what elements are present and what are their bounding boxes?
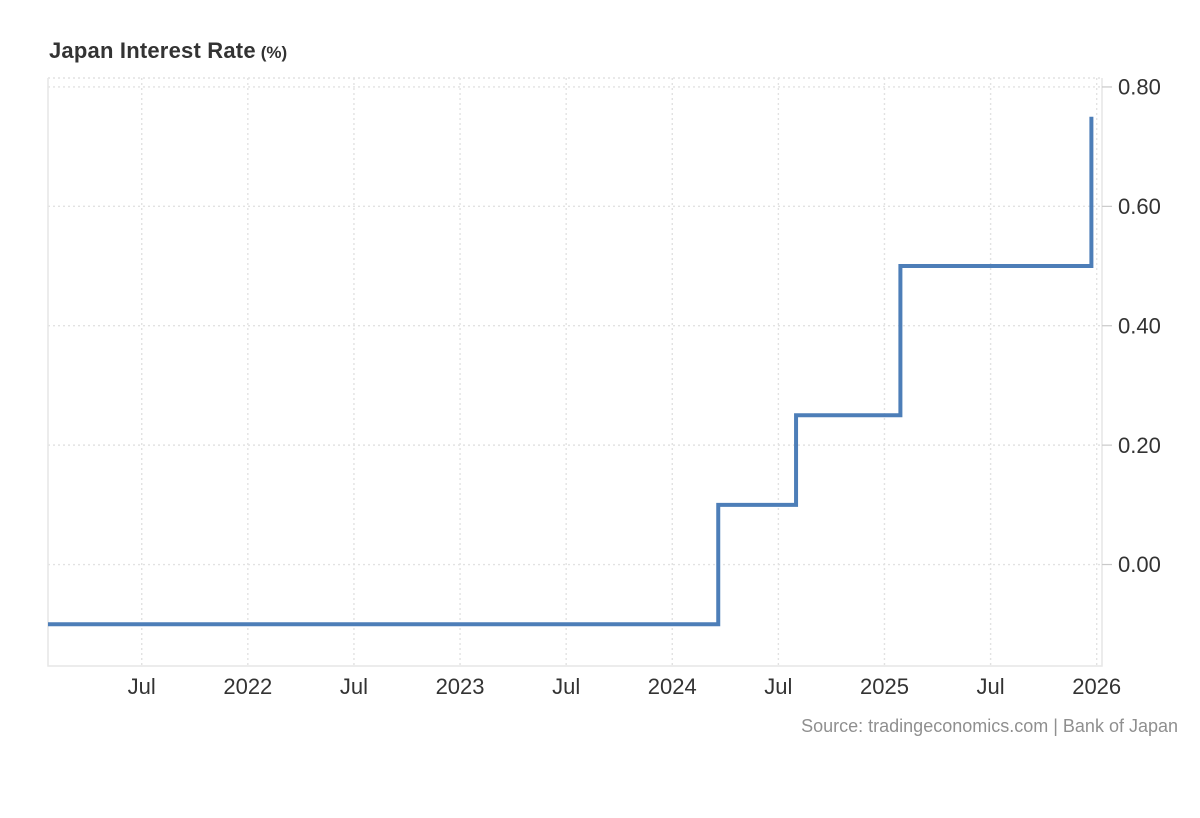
- chart-header: Japan Interest Rate (%): [49, 38, 287, 64]
- rate-step-line[interactable]: [48, 116, 1094, 627]
- x-axis-label: 2022: [223, 674, 272, 699]
- x-axis-label: Jul: [764, 674, 792, 699]
- y-axis-label: 0.00: [1118, 552, 1161, 577]
- x-axis-label: 2026: [1072, 674, 1121, 699]
- x-axis-label: Jul: [340, 674, 368, 699]
- chart-unit-label: (%): [260, 43, 288, 62]
- plot-border: [47, 78, 1103, 667]
- x-axis-label: 2025: [860, 674, 909, 699]
- chart-title: Japan Interest Rate: [49, 38, 256, 63]
- y-axis-label: 0.80: [1118, 75, 1161, 100]
- y-axis-label: 0.20: [1118, 433, 1161, 458]
- x-axis-label: Jul: [977, 674, 1005, 699]
- x-axis-label: 2023: [436, 674, 485, 699]
- source-attribution: Source: tradingeconomics.com | Bank of J…: [801, 716, 1178, 736]
- y-axis-label: 0.60: [1118, 194, 1161, 219]
- x-axis-label: 2024: [648, 674, 697, 699]
- x-axis-label: Jul: [128, 674, 156, 699]
- x-axis-label: Jul: [552, 674, 580, 699]
- y-axis-label: 0.40: [1118, 313, 1161, 338]
